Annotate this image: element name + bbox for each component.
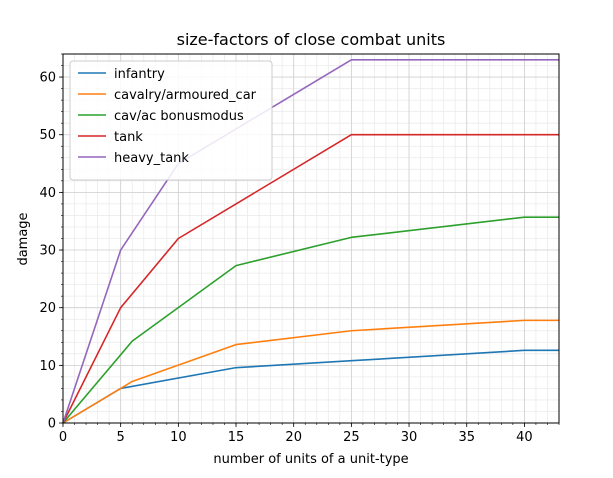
series-line-cavalry-armoured-car (62, 319, 559, 424)
legend-label: tank (114, 130, 143, 145)
y-tick-label: 30 (39, 244, 56, 259)
x-tick-label: 0 (59, 430, 67, 445)
plot-frame (62, 53, 560, 424)
x-tick-label: 40 (516, 430, 533, 445)
legend-box (69, 60, 273, 181)
series-line-cav-ac-bonusmodus (62, 216, 559, 424)
y-tick-label: 40 (39, 186, 56, 201)
x-tick-label: 35 (458, 430, 475, 445)
y-tick-label: 50 (39, 128, 56, 143)
ticks-layer: 0 5 10 15 20 25 30 35 40 0 10 20 30 40 50 60 (39, 53, 560, 445)
series-line-infantry (62, 349, 559, 424)
x-tick-label: 25 (343, 430, 360, 445)
y-tick-label: 20 (39, 301, 56, 316)
y-tick-label: 0 (48, 417, 56, 432)
series-line-tank (62, 133, 559, 424)
x-tick-label: 30 (401, 430, 418, 445)
x-tick-label: 10 (170, 430, 187, 445)
x-axis-label: number of units of a unit-type (213, 452, 408, 467)
y-tick-label: 60 (39, 71, 56, 86)
legend-label: heavy_tank (114, 151, 189, 166)
legend-label: cavalry/armoured_car (114, 88, 257, 103)
legend-label: cav/ac bonusmodus (114, 109, 244, 124)
legend: infantry cavalry/armoured_car cav/ac bonus… (69, 60, 273, 181)
x-tick-label: 15 (228, 430, 245, 445)
x-tick-label: 5 (117, 430, 125, 445)
x-tick-label: 20 (285, 430, 302, 445)
y-axis-label: damage (16, 212, 31, 265)
legend-label: infantry (114, 67, 165, 82)
chart-title: size-factors of close combat units (177, 30, 446, 49)
y-tick-label: 10 (39, 359, 56, 374)
